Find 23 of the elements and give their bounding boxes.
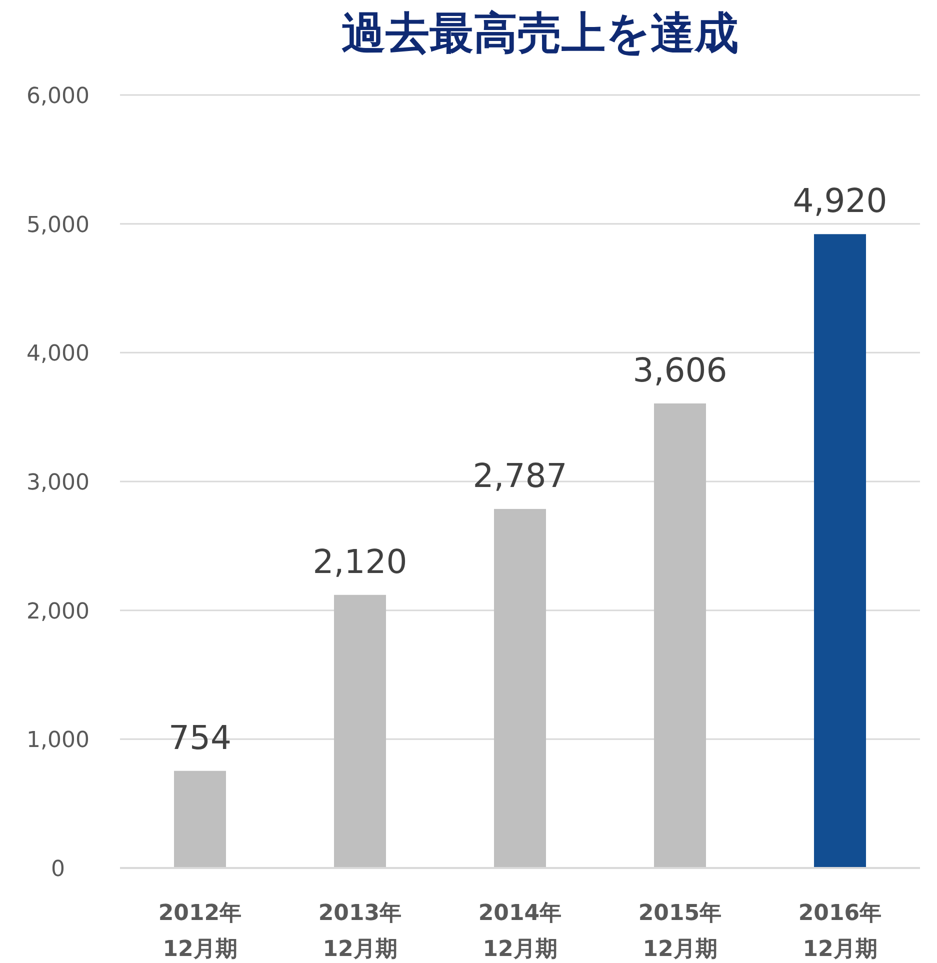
- y-tick-label: 6,000: [26, 84, 90, 109]
- data-label: 4,920: [792, 181, 888, 220]
- data-label: 754: [168, 718, 232, 757]
- bar: [494, 508, 546, 868]
- data-label: 3,606: [632, 350, 728, 390]
- y-tick-label: 4,000: [26, 342, 90, 367]
- x-tick-label: 2013年 12月期: [318, 901, 402, 962]
- data-label: 2,787: [472, 456, 568, 495]
- y-tick-label: 1,000: [26, 728, 90, 754]
- x-tick-label: 2015年 12月期: [638, 901, 722, 962]
- bar: [334, 594, 386, 868]
- y-tick-label: 3,000: [26, 470, 90, 496]
- x-tick-label: 2012年 12月期: [158, 901, 242, 962]
- y-tick-label: 2,000: [26, 599, 90, 624]
- bar: [654, 403, 706, 868]
- x-tick-label: 2016年 12月期: [798, 901, 882, 962]
- chart-title: 過去最高売上を達成: [342, 8, 738, 59]
- y-tick-label: 0: [51, 857, 65, 882]
- data-label: 2,120: [312, 542, 408, 581]
- bar: [814, 234, 866, 868]
- bar: [174, 770, 226, 868]
- x-tick-label: 2014年 12月期: [478, 901, 562, 962]
- y-tick-label: 5,000: [26, 212, 90, 238]
